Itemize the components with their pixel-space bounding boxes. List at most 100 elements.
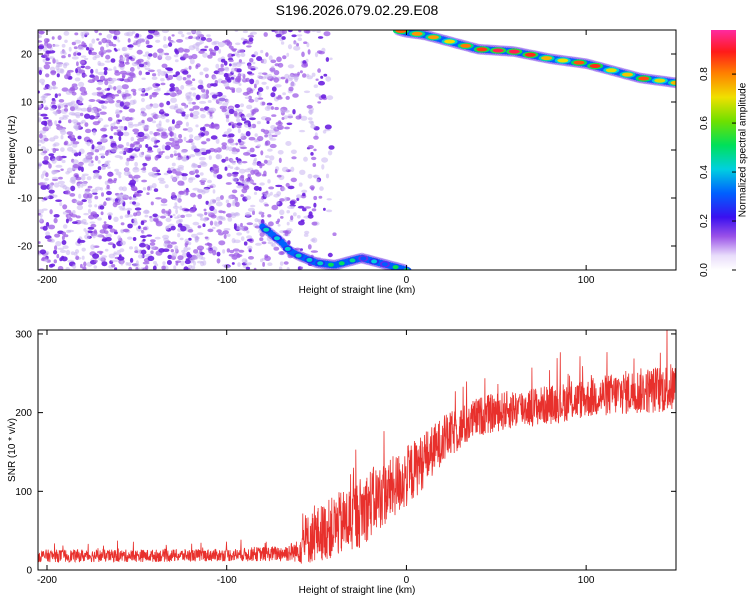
spectrogram-noise-speckle [103, 100, 109, 104]
spectrogram-noise-speckle [73, 173, 79, 178]
spectrogram-ridge-core [327, 262, 334, 267]
spectrogram-noise-speckle [173, 137, 179, 141]
spectrogram-noise-speckle [88, 99, 96, 102]
spectrogram-noise-speckle [228, 133, 235, 138]
spectrogram-noise-speckle [38, 112, 41, 116]
spectrogram-noise-speckle [145, 92, 149, 96]
spectrogram-noise-speckle [49, 66, 56, 72]
spectrogram-noise-speckle [60, 135, 64, 140]
spectrogram-noise-speckle [122, 186, 127, 192]
spectrogram-noise-speckle [167, 244, 173, 249]
spectrogram-noise-speckle [75, 114, 81, 119]
spectrogram-noise-speckle [57, 265, 64, 270]
spectrogram-noise-speckle [82, 74, 88, 77]
spectrogram-ridge-core [557, 58, 569, 63]
spectrogram-noise-speckle [206, 247, 210, 251]
spectrogram-noise-speckle [157, 48, 164, 54]
spectrogram-noise-speckle [160, 203, 168, 207]
spectrogram-noise-speckle [164, 145, 171, 151]
spectrogram-noise-speckle [118, 125, 123, 129]
spectrogram-noise-speckle [92, 77, 96, 83]
spectrogram-noise-speckle [160, 108, 164, 113]
spectrogram-noise-speckle [233, 226, 237, 230]
spectrogram-noise-speckle [299, 129, 306, 133]
spectrogram-noise-speckle [105, 49, 112, 53]
spectrogram-noise-speckle [222, 134, 227, 137]
spectrogram-noise-speckle [213, 40, 220, 45]
spectrogram-noise-speckle [285, 79, 289, 84]
spectrogram-noise-speckle [125, 116, 131, 122]
snr-x-tick-label: -100 [217, 575, 237, 586]
spectrogram-noise-speckle [119, 208, 127, 211]
spectrogram-noise-speckle [65, 171, 70, 175]
spectrogram-noise-speckle [94, 155, 99, 161]
spectrogram-noise-speckle [329, 57, 333, 61]
spectrogram-noise-speckle [46, 125, 52, 130]
spectrogram-noise-speckle [313, 84, 318, 88]
spectrogram-noise-speckle [312, 163, 317, 167]
spectrogram-noise-speckle [138, 144, 142, 149]
spectrogram-noise-speckle [58, 120, 62, 124]
spectrogram-noise-speckle [212, 226, 216, 230]
spectrogram-noise-speckle [242, 30, 248, 34]
spectrogram-noise-speckle [97, 217, 102, 221]
spectrogram-noise-speckle [106, 197, 113, 201]
spectrogram-noise-speckle [155, 39, 161, 43]
spectrogram-noise-speckle [135, 33, 140, 38]
spectrogram-noise-speckle [215, 63, 220, 69]
spectrogram-noise-speckle [150, 239, 156, 243]
spectrogram-noise-speckle [132, 99, 137, 105]
spectrogram-noise-speckle [238, 83, 242, 86]
spectrogram-noise-speckle [258, 72, 263, 75]
spectrogram-noise-speckle [154, 155, 159, 161]
spectrogram-noise-speckle [174, 48, 178, 53]
spectrogram-noise-speckle [136, 41, 141, 48]
spectrogram-noise-speckle [44, 178, 49, 181]
spectrogram-noise-speckle [173, 106, 179, 111]
spectrogram-noise-speckle [93, 115, 99, 120]
spectrogram-noise-speckle [200, 114, 206, 119]
spectrogram-noise-speckle [323, 73, 328, 77]
spectrogram-noise-speckle [193, 249, 199, 254]
spectrogram-noise-speckle [283, 261, 289, 265]
spectrogram-noise-speckle [294, 247, 301, 251]
spectrogram-noise-speckle [113, 126, 118, 130]
spectrogram-noise-speckle [140, 220, 145, 226]
spectrogram-noise-speckle [129, 246, 133, 250]
spectrogram-noise-speckle [237, 128, 241, 134]
spectrogram-noise-speckle [202, 188, 210, 194]
spectrogram-noise-speckle [118, 174, 122, 179]
spectrogram-noise-speckle [147, 61, 151, 67]
spectrogram-noise-speckle [42, 95, 46, 101]
spectrogram-noise-speckle [171, 119, 175, 125]
spectrogram-noise-speckle [127, 121, 134, 126]
spectrogram-noise-speckle [287, 185, 295, 190]
spectrogram-noise-speckle [225, 199, 230, 204]
spectrogram-noise-speckle [221, 264, 228, 267]
spectrogram-noise-speckle [177, 199, 182, 203]
spectrogram-noise-speckle [122, 46, 128, 52]
spectrogram-noise-speckle [231, 53, 236, 57]
spectrogram-noise-speckle [87, 230, 93, 234]
spectrogram-noise-speckle [269, 143, 277, 149]
spectrogram-noise-speckle [223, 234, 227, 239]
spectrogram-noise-speckle [234, 113, 238, 117]
spectrogram-noise-speckle [78, 124, 82, 129]
spectrogram-noise-speckle [161, 208, 166, 214]
spectrogram-noise-speckle [124, 61, 130, 65]
spectrogram-noise-speckle [297, 37, 303, 42]
spectrogram-noise-speckle [138, 70, 143, 76]
spectrogram-noise-speckle [43, 181, 48, 186]
spectrogram-noise-speckle [165, 55, 172, 61]
spectrogram-noise-speckle [231, 150, 238, 155]
spectrogram-noise-speckle [240, 103, 244, 108]
spectrogram-noise-speckle [83, 193, 89, 199]
spectrogram-noise-speckle [86, 141, 91, 147]
spectrogram-noise-speckle [107, 178, 113, 182]
spectrogram-noise-speckle [169, 83, 175, 88]
spectrogram-noise-speckle [51, 98, 56, 101]
spectrogram-noise-speckle [140, 107, 146, 112]
spectrogram-noise-speckle [80, 65, 86, 69]
spectrogram-noise-speckle [156, 69, 162, 73]
